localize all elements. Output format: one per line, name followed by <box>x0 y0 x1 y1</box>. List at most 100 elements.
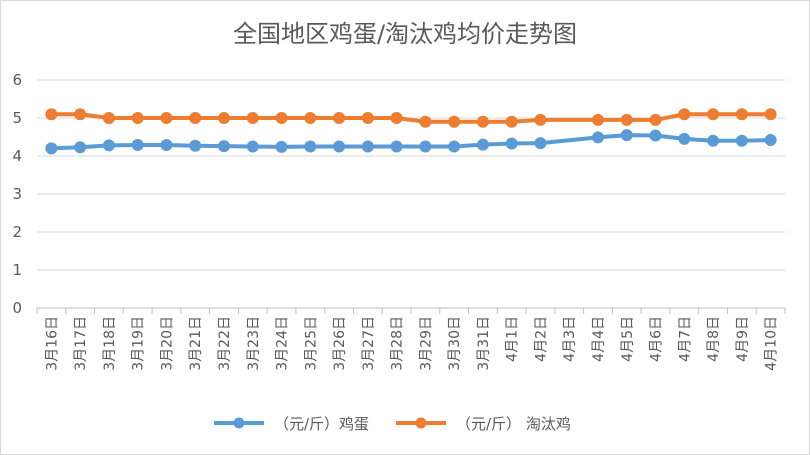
data-point <box>448 140 461 153</box>
data-point <box>189 112 202 124</box>
x-axis-ticks: 3月16日 3月17日 3月18日 3月19日 3月20日 3月21日 3月22日 3月23日… <box>44 316 779 371</box>
data-point <box>764 134 777 147</box>
data-point <box>45 142 58 155</box>
x-tick-label: 4月3日 <box>562 316 578 362</box>
data-point <box>764 108 777 121</box>
data-point <box>333 112 346 124</box>
legend-label: （元/斤）鸡蛋 <box>274 415 369 433</box>
data-point <box>304 112 317 124</box>
y-tick-label: 4 <box>12 147 22 165</box>
x-tick-label: 3月29日 <box>418 316 434 371</box>
x-tick-label: 3月19日 <box>131 316 147 371</box>
legend-marker <box>415 417 427 429</box>
data-point <box>246 140 259 153</box>
x-tick-label: 3月28日 <box>390 316 406 371</box>
series-0 <box>45 129 777 155</box>
y-tick-label: 1 <box>12 261 22 279</box>
data-point <box>102 112 115 124</box>
data-point <box>275 140 288 153</box>
legend-label: （元/斤） 淘汰鸡 <box>456 415 571 433</box>
data-point <box>218 112 230 124</box>
x-tick-label: 3月17日 <box>73 316 89 371</box>
data-point <box>333 140 346 153</box>
x-axis <box>36 307 786 314</box>
series-line <box>49 112 773 124</box>
data-point <box>476 115 489 128</box>
chart-title: 全国地区鸡蛋/淘汰鸡均价走势图 <box>232 20 578 48</box>
y-tick-label: 5 <box>12 109 22 127</box>
x-tick-label: 4月4日 <box>591 316 607 362</box>
legend: （元/斤）鸡蛋 （元/斤） 淘汰鸡 <box>214 415 571 433</box>
x-tick-label: 4月7日 <box>677 316 693 362</box>
data-point <box>160 112 173 124</box>
data-point <box>735 134 748 147</box>
y-tick-label: 6 <box>12 71 22 89</box>
x-tick-label: 3月18日 <box>102 316 118 371</box>
x-tick-label: 3月30日 <box>447 316 463 371</box>
x-tick-label: 3月31日 <box>476 316 492 371</box>
data-point <box>735 108 748 121</box>
legend-marker <box>233 417 245 429</box>
data-point <box>505 115 518 128</box>
gridlines <box>37 79 785 271</box>
data-point <box>74 141 87 154</box>
data-point <box>707 134 720 147</box>
x-tick-label: 3月16日 <box>44 316 60 371</box>
data-point <box>649 113 662 126</box>
y-axis-ticks: 0 1 2 3 4 5 6 <box>12 71 22 317</box>
data-point <box>361 112 374 124</box>
data-point <box>678 108 691 121</box>
data-point <box>131 138 144 151</box>
y-tick-label: 0 <box>12 299 22 317</box>
legend-item: （元/斤） 淘汰鸡 <box>396 415 571 433</box>
x-tick-label: 3月27日 <box>361 316 377 371</box>
data-point <box>390 140 403 153</box>
data-point <box>620 129 633 142</box>
y-tick-label: 3 <box>12 185 22 203</box>
data-point <box>476 138 489 151</box>
data-point <box>707 108 720 121</box>
data-point <box>678 132 691 145</box>
data-point <box>189 139 202 152</box>
data-point <box>246 112 259 124</box>
series-1 <box>45 108 777 128</box>
x-tick-label: 3月22日 <box>217 316 233 371</box>
data-point <box>218 140 230 153</box>
x-tick-label: 4月1日 <box>505 316 521 362</box>
x-tick-label: 4月6日 <box>649 316 665 362</box>
data-point <box>390 112 403 124</box>
data-point <box>160 138 173 151</box>
x-tick-label: 3月26日 <box>332 316 348 371</box>
x-tick-label: 4月2日 <box>533 316 549 362</box>
data-point <box>592 113 604 126</box>
data-point <box>649 129 662 142</box>
data-point <box>592 131 604 144</box>
data-point <box>620 113 633 126</box>
data-point <box>505 137 518 150</box>
x-tick-label: 4月9日 <box>735 316 751 362</box>
data-point <box>131 112 144 124</box>
x-tick-label: 3月21日 <box>188 316 204 371</box>
x-tick-label: 3月20日 <box>159 316 175 371</box>
data-point <box>448 115 461 128</box>
x-tick-label: 4月10日 <box>764 316 780 371</box>
series-group <box>45 108 777 155</box>
legend-item: （元/斤）鸡蛋 <box>214 415 369 433</box>
y-tick-label: 2 <box>12 223 22 241</box>
data-point <box>74 108 87 121</box>
data-point <box>275 112 288 124</box>
data-point <box>419 115 432 128</box>
series-line <box>49 133 773 151</box>
x-tick-label: 4月5日 <box>620 316 636 362</box>
x-tick-label: 4月8日 <box>706 316 722 362</box>
data-point <box>419 140 432 153</box>
data-point <box>45 108 58 121</box>
x-tick-label: 3月25日 <box>303 316 319 371</box>
data-point <box>534 113 547 126</box>
x-tick-label: 3月24日 <box>275 316 291 371</box>
data-point <box>102 139 115 152</box>
x-tick-label: 3月23日 <box>246 316 262 371</box>
data-point <box>361 140 374 153</box>
